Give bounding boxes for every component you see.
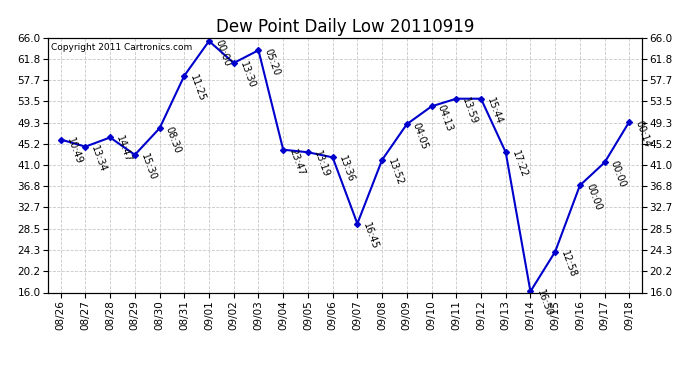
Text: 15:30: 15:30 [139, 152, 158, 182]
Text: 00:00: 00:00 [609, 160, 628, 189]
Text: 00:14: 00:14 [633, 119, 652, 148]
Text: 17:22: 17:22 [510, 150, 529, 179]
Text: 12:58: 12:58 [560, 249, 578, 279]
Text: 13:30: 13:30 [238, 60, 257, 90]
Text: 04:13: 04:13 [435, 104, 455, 133]
Text: 16:45: 16:45 [362, 221, 380, 251]
Text: 16:50: 16:50 [535, 289, 553, 318]
Text: 08:30: 08:30 [164, 126, 183, 155]
Title: Dew Point Daily Low 20110919: Dew Point Daily Low 20110919 [216, 18, 474, 36]
Text: 14:47: 14:47 [115, 135, 133, 164]
Text: 15:44: 15:44 [485, 96, 504, 126]
Text: 11:25: 11:25 [188, 73, 208, 103]
Text: 10:49: 10:49 [65, 137, 83, 166]
Text: 00:00: 00:00 [584, 183, 603, 212]
Text: Copyright 2011 Cartronics.com: Copyright 2011 Cartronics.com [51, 43, 193, 52]
Text: 13:19: 13:19 [312, 150, 331, 179]
Text: 13:59: 13:59 [460, 96, 480, 126]
Text: 13:34: 13:34 [90, 144, 108, 173]
Text: 23:47: 23:47 [287, 147, 306, 177]
Text: 04:05: 04:05 [411, 122, 430, 151]
Text: 13:52: 13:52 [386, 157, 405, 187]
Text: 00:00: 00:00 [213, 38, 232, 68]
Text: 05:20: 05:20 [263, 48, 282, 77]
Text: 13:36: 13:36 [337, 154, 355, 184]
